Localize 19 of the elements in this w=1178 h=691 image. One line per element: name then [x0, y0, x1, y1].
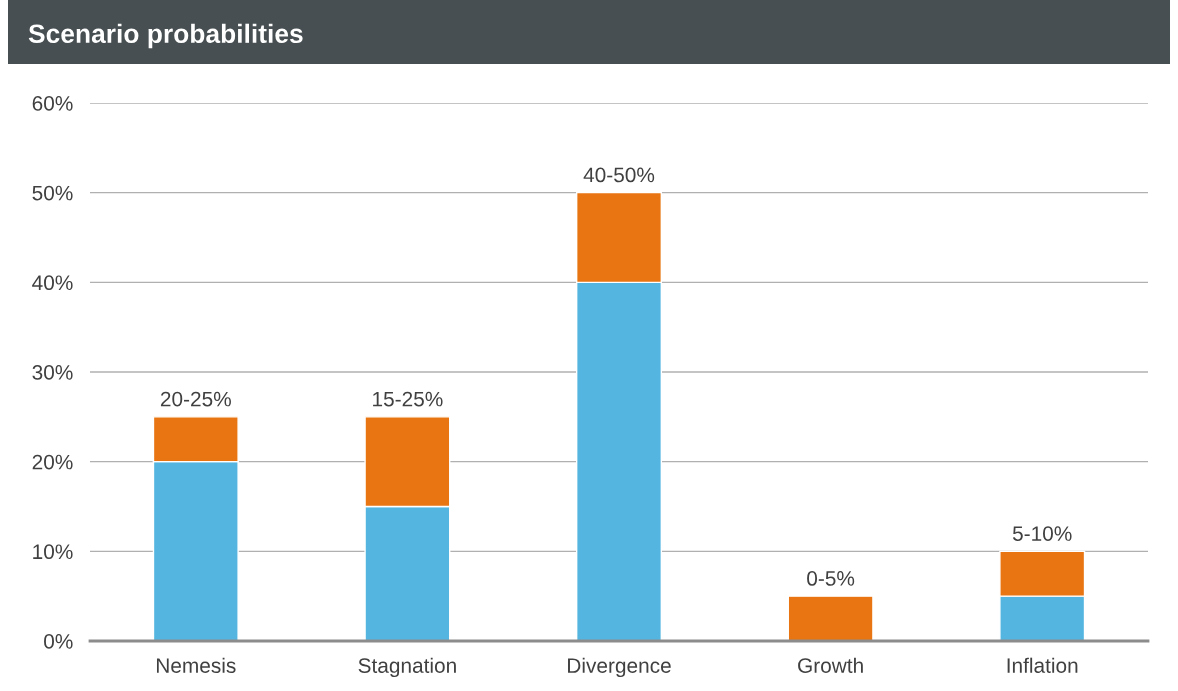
y-tick-label: 50% — [32, 185, 73, 201]
x-tick-label: Stagnation — [358, 657, 456, 678]
total-label: 40-50% — [583, 167, 655, 183]
y-tick-label: 20% — [32, 454, 73, 470]
y-tick-label: 30% — [32, 365, 73, 380]
y-tick-label: 10% — [33, 544, 73, 560]
x-tick-label: Inflation — [1007, 657, 1078, 673]
y-tick-label: 40% — [32, 275, 73, 291]
bar — [787, 595, 874, 641]
x-tick-label: Divergence — [568, 657, 671, 678]
total-label: 5-10% — [1012, 526, 1072, 541]
x-tick-label: Nemesis — [156, 657, 236, 673]
chart-title: Scenario probabilities — [28, 23, 303, 49]
y-tick-label: 0% — [44, 634, 73, 649]
total-label: 0-5% — [807, 571, 855, 586]
x-tick-label: Growth — [798, 657, 863, 673]
y-tick-label: 60% — [32, 96, 73, 111]
total-label: 15-25% — [373, 391, 443, 407]
total-label: 20-25% — [160, 391, 231, 407]
